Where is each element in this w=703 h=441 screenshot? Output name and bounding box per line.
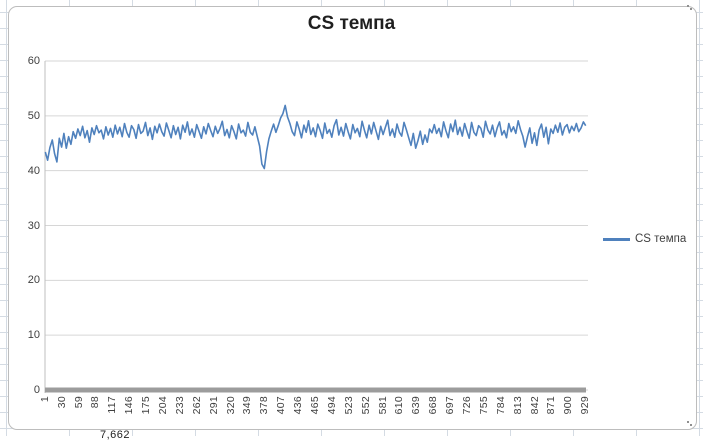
chart-title: CS темпа (307, 13, 396, 34)
legend-line-swatch (603, 237, 630, 241)
x-axis-tick-label: 726 (460, 396, 473, 415)
chart-legend[interactable]: CS темпа (603, 231, 686, 247)
x-axis-tick-label: 639 (410, 396, 423, 415)
x-axis-tick-label: 610 (393, 396, 406, 415)
x-axis-tick-label: 465 (309, 396, 321, 415)
x-axis-tick-label: 755 (477, 396, 490, 415)
x-axis-tick-label: 1 (38, 396, 51, 403)
x-axis-tick-label: 900 (562, 396, 575, 415)
x-axis-tick-label: 30 (55, 396, 68, 409)
x-axis-tick-label: 929 (579, 396, 592, 415)
y-axis-tick-label: 50 (27, 109, 40, 122)
chart-corner-handle-top-right[interactable] (687, 5, 694, 12)
x-axis-tick-label: 697 (444, 396, 457, 415)
x-axis-tick-label: 204 (157, 396, 169, 415)
x-axis-tick-label: 581 (376, 396, 389, 415)
x-axis-tick-label: 175 (140, 396, 153, 415)
x-axis-tick-label: 784 (494, 396, 507, 415)
x-axis-tick-label: 813 (511, 396, 524, 415)
x-axis-tick-label: 378 (258, 396, 271, 415)
chart-corner-handle-bottom-right[interactable] (687, 421, 694, 428)
x-axis-tick-label: 88 (89, 396, 102, 409)
y-axis-tick-label: 10 (27, 329, 40, 342)
y-axis-tick-label: 60 (27, 55, 40, 67)
x-axis-tick-label: 842 (528, 396, 541, 415)
y-axis-tick-label: 30 (27, 219, 40, 232)
chart-object[interactable] (8, 6, 697, 430)
x-axis-tick-label: 436 (292, 396, 305, 415)
spreadsheet-cell-value-fragment: 7,662 (100, 429, 131, 441)
x-axis-tick-label: 349 (241, 396, 254, 415)
y-axis-tick-label: 0 (33, 384, 40, 396)
y-axis-tick-label: 20 (27, 274, 40, 287)
x-axis-tick-label: 320 (224, 396, 237, 415)
x-axis-tick-label: 494 (325, 396, 338, 415)
x-axis-tick-label: 668 (427, 396, 440, 415)
y-axis-tick-label: 40 (27, 164, 40, 177)
x-axis-tick-label: 233 (173, 396, 186, 415)
x-axis-tick-label: 59 (72, 396, 85, 409)
x-axis-tick-label: 117 (106, 396, 119, 414)
x-axis-tick-label: 291 (207, 396, 220, 415)
legend-series-label: CS темпа (635, 233, 687, 245)
x-axis-tick-label: 871 (545, 396, 558, 415)
x-axis-tick-label: 146 (123, 396, 136, 415)
x-axis-tick-label: 407 (275, 396, 288, 415)
x-axis-tick-label: 262 (190, 396, 203, 415)
x-axis-tick-label: 523 (342, 396, 355, 415)
x-axis-tick-label: 552 (359, 396, 372, 415)
